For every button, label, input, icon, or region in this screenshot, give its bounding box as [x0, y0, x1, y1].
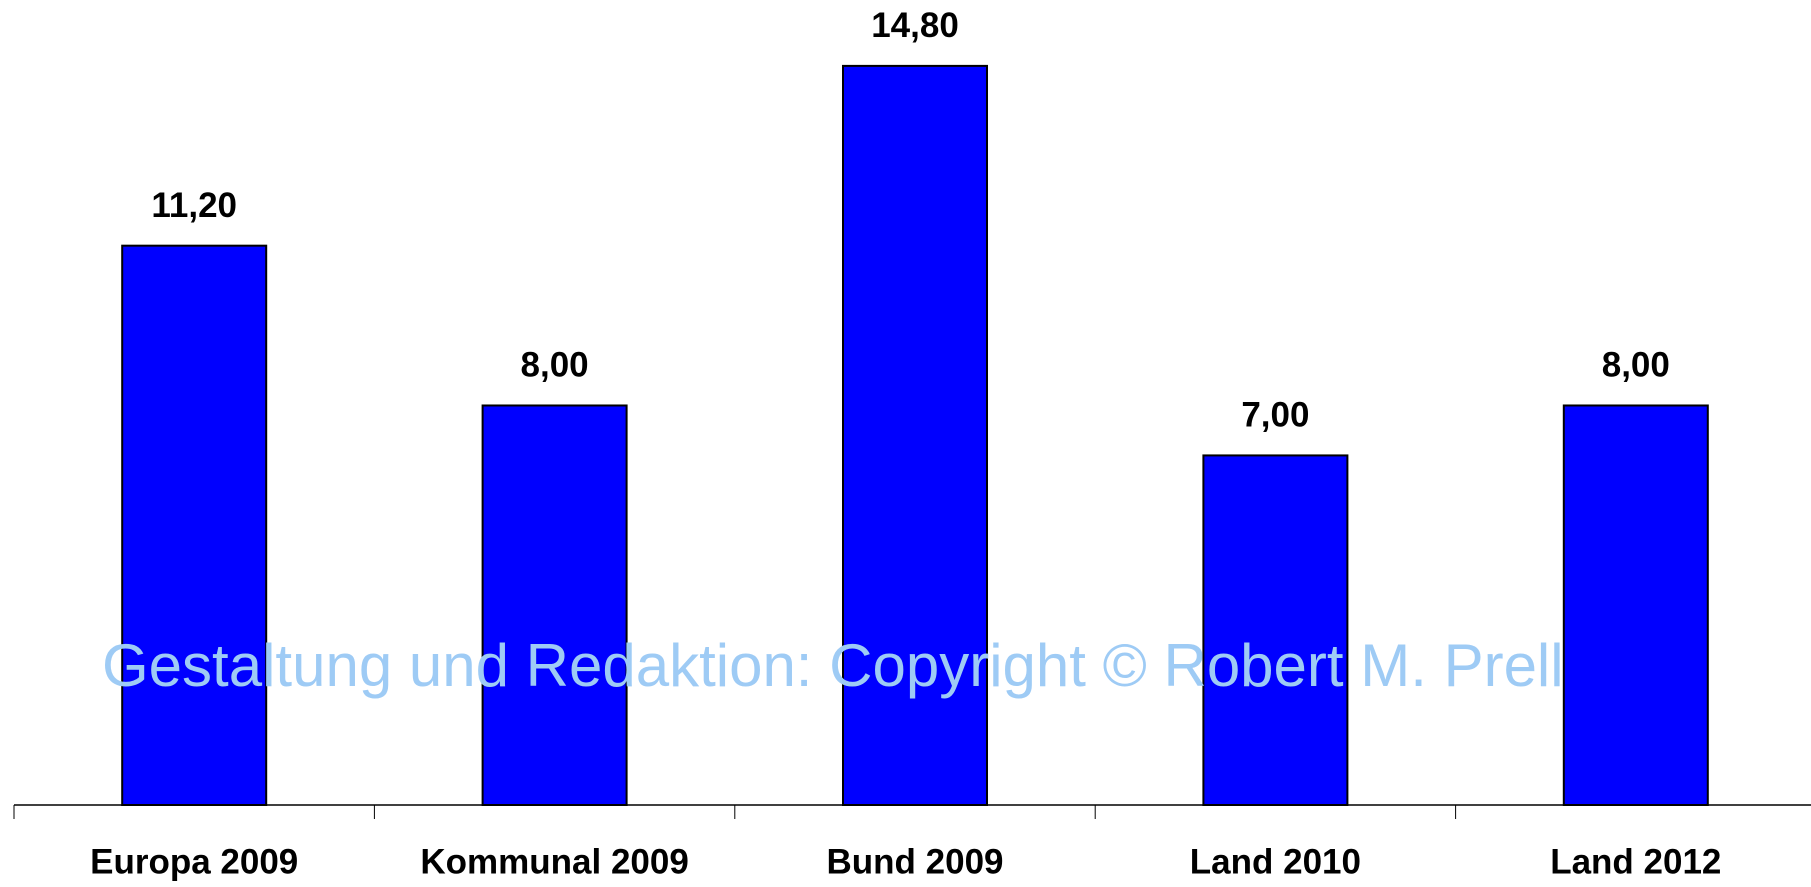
bar	[1562, 404, 1709, 806]
value-label: 11,20	[151, 186, 237, 225]
x-tick-label: Bund 2009	[827, 842, 1004, 881]
value-label: 8,00	[521, 346, 589, 385]
watermark: Gestaltung und Redaktion: Copyright © Ro…	[102, 632, 1564, 699]
x-tick-label: Land 2012	[1550, 842, 1721, 881]
bar	[481, 404, 628, 806]
x-tick-label: Kommunal 2009	[420, 842, 688, 881]
value-label: 8,00	[1602, 346, 1670, 385]
x-tick-label: Land 2010	[1190, 842, 1361, 881]
bar	[1202, 454, 1349, 806]
bar	[842, 64, 988, 806]
value-label: 7,00	[1241, 396, 1309, 435]
x-tick-label: Europa 2009	[90, 842, 298, 881]
value-label: 14,80	[871, 6, 959, 45]
bar	[121, 244, 268, 806]
